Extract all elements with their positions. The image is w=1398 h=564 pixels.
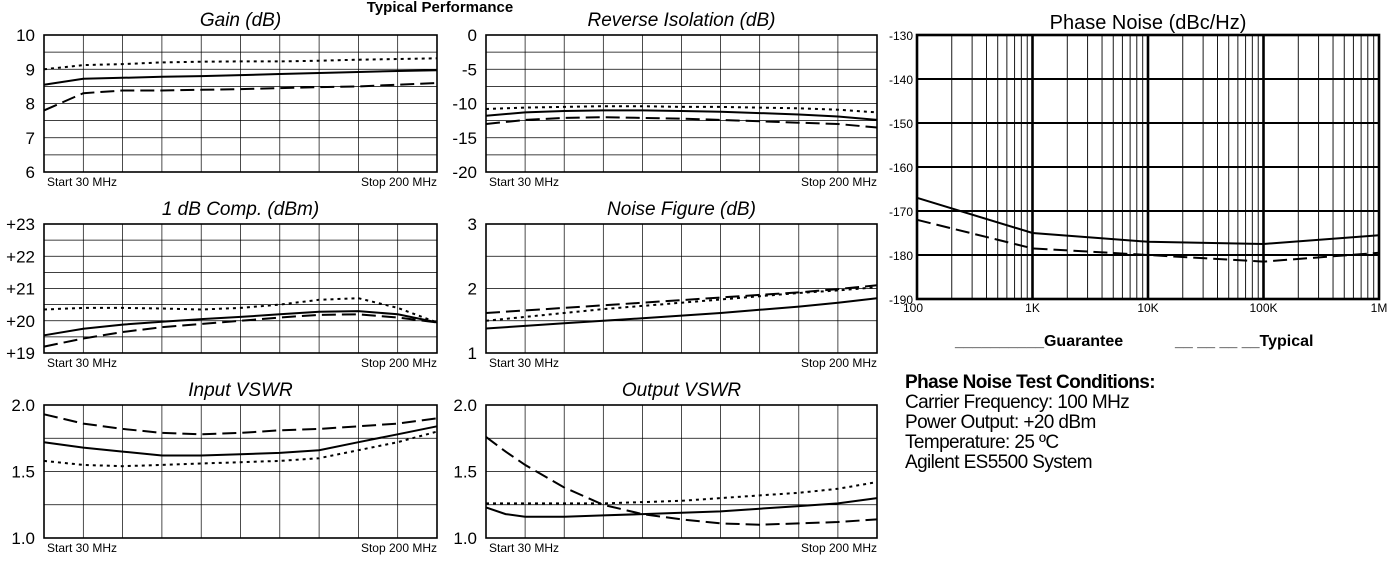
y-tick-label: -15 (452, 129, 477, 148)
chart-title: 1 dB Comp. (dBm) (162, 199, 319, 220)
y-tick-label: 1.0 (453, 529, 477, 548)
x-stop-label: Stop 200 MHz (361, 541, 437, 555)
y-tick-label: +19 (6, 344, 35, 363)
series-line-solid (485, 297, 878, 330)
phase-noise-chart: Phase Noise (dBc/Hz) -130 -140 -150 -160 -170… (889, 12, 1387, 350)
y-tick-label: -10 (452, 95, 477, 114)
y-tick-label: 8 (26, 95, 35, 114)
y-tick-label: -180 (889, 249, 913, 263)
chart-title: Input VSWR (188, 380, 293, 401)
chart-title: Phase Noise (dBc/Hz) (1050, 12, 1247, 34)
y-tick-label: 2 (468, 280, 477, 299)
y-tick-label: +21 (6, 280, 35, 299)
x-start-label: Start 30 MHz (489, 541, 559, 555)
test-condition-line: Carrier Frequency: 100 MHz (905, 392, 1130, 413)
y-tick-label: 1 (468, 344, 477, 363)
y-tick-label: +23 (6, 215, 35, 234)
x-stop-label: Stop 200 MHz (361, 356, 437, 370)
series-line-dashed (485, 284, 878, 314)
chart-title: Reverse Isolation (dB) (588, 10, 776, 31)
y-tick-label: -160 (889, 161, 913, 175)
plot-frame (915, 33, 1381, 301)
chart-panel: Reverse Isolation (dB) 0 -5 -10 -15 -20 Start … (452, 10, 878, 189)
y-tick-label: 1.0 (11, 529, 35, 548)
y-tick-label: 10 (16, 26, 35, 45)
series-line-solid (43, 425, 438, 457)
y-tick-label: +20 (6, 312, 35, 331)
plot-frame (43, 223, 438, 354)
y-tick-label: 2.0 (11, 396, 35, 415)
series-line-dotted (485, 105, 878, 114)
series-line-dotted (485, 286, 878, 322)
chart-panel: Gain (dB) 10 9 8 7 6 Start 30 MHz Stop 200 MHz (16, 10, 438, 189)
x-tick-label: 1K (1025, 301, 1040, 315)
y-tick-label: 3 (468, 215, 477, 234)
chart-title: Noise Figure (dB) (607, 199, 756, 220)
y-tick-label: 1.5 (11, 463, 35, 482)
test-condition-line: Power Output: +20 dBm (905, 412, 1096, 433)
y-tick-label: 9 (26, 60, 35, 79)
y-tick-label: 6 (26, 163, 35, 182)
y-tick-label: 0 (468, 26, 477, 45)
x-start-label: Start 30 MHz (47, 175, 117, 189)
series-line-dashed (485, 436, 878, 526)
test-condition-line: Agilent ES5500 System (905, 452, 1093, 473)
x-stop-label: Stop 200 MHz (801, 175, 877, 189)
x-start-label: Start 30 MHz (489, 356, 559, 370)
x-stop-label: Stop 200 MHz (361, 175, 437, 189)
series-line-dashed (43, 313, 438, 348)
series-line-solid (43, 69, 438, 86)
y-tick-label: -150 (889, 117, 913, 131)
chart-title: Output VSWR (622, 380, 742, 401)
y-tick-label: 2.0 (453, 396, 477, 415)
x-tick-label: 100K (1249, 301, 1277, 315)
series-line-dashed (916, 218, 1380, 263)
chart-title: Gain (dB) (200, 10, 281, 31)
series-line-solid (485, 109, 878, 121)
y-tick-label: 7 (26, 129, 35, 148)
x-tick-label: 1M (1371, 301, 1388, 315)
y-tick-label: -190 (889, 293, 913, 307)
chart-panel: Input VSWR 2.0 1.5 1.0 Start 30 MHz Stop 200 … (11, 380, 438, 555)
page-title: Typical Performance (367, 0, 513, 16)
y-tick-label: +22 (6, 247, 35, 266)
y-tick-label: -140 (889, 73, 913, 87)
x-tick-label: 100 (903, 301, 923, 315)
series-line-solid (43, 310, 438, 337)
x-stop-label: Stop 200 MHz (801, 356, 877, 370)
series-line-dotted (43, 430, 438, 468)
x-start-label: Start 30 MHz (47, 356, 117, 370)
y-tick-label: -5 (462, 60, 477, 79)
series-line-dashed (485, 116, 878, 129)
y-tick-label: 1.5 (453, 463, 477, 482)
test-condition-line: Temperature: 25 ºC (905, 432, 1059, 453)
x-start-label: Start 30 MHz (47, 541, 117, 555)
chart-panel: Noise Figure (dB) 3 2 1 Start 30 MHz Stop 200… (468, 199, 878, 370)
y-tick-label: -170 (889, 205, 913, 219)
series-line-solid (916, 196, 1380, 246)
plot-frame (43, 404, 438, 539)
chart-panel: Output VSWR 2.0 1.5 1.0 Start 30 MHz Stop 200… (453, 380, 878, 555)
series-line-dashed (43, 413, 438, 436)
series-line-dashed (43, 82, 438, 112)
plot-frame (485, 34, 878, 173)
legend-typical: __ __ __ __Typical (1174, 333, 1313, 350)
series-line-solid (485, 497, 878, 518)
series-line-dotted (43, 297, 438, 324)
series-line-dotted (486, 481, 878, 505)
x-stop-label: Stop 200 MHz (801, 541, 877, 555)
y-tick-label: -130 (889, 29, 913, 43)
plot-frame (485, 223, 878, 354)
plot-frame (485, 404, 878, 539)
phase-noise-test-conditions: Phase Noise Test Conditions: Carrier Fre… (905, 372, 1156, 473)
series-line-dotted (43, 57, 438, 71)
plot-frame (43, 34, 438, 173)
legend-guarantee: __________Guarantee (954, 333, 1123, 350)
test-conditions-heading: Phase Noise Test Conditions: (905, 372, 1156, 393)
chart-panel: 1 dB Comp. (dBm) +23 +22 +21 +20 +19 Start 30 … (6, 199, 438, 370)
x-start-label: Start 30 MHz (489, 175, 559, 189)
x-tick-label: 10K (1137, 301, 1158, 315)
y-tick-label: -20 (452, 163, 477, 182)
